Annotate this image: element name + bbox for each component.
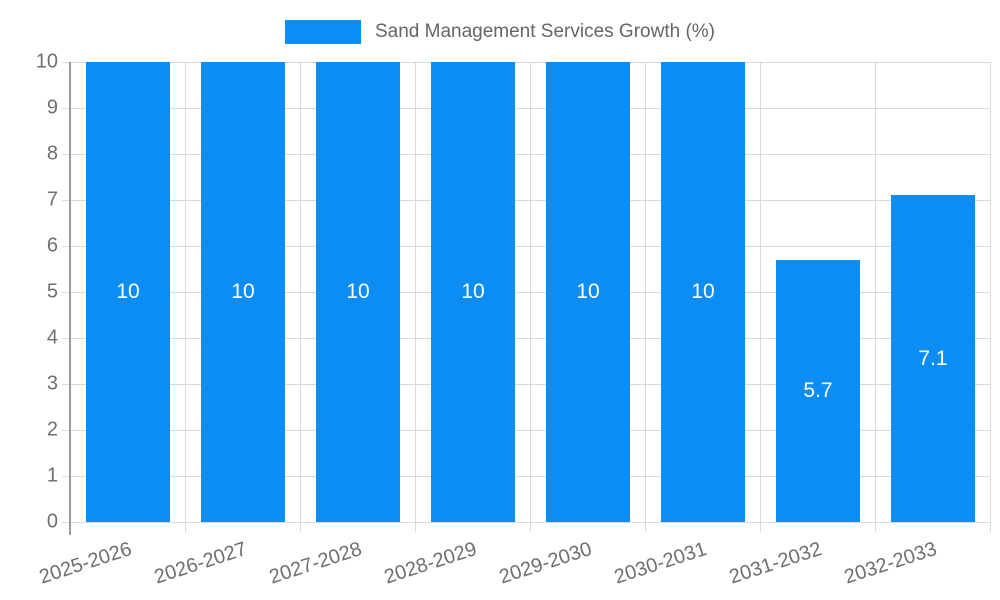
y-tick-label: 8 — [46, 142, 58, 165]
y-tick-label: 3 — [46, 372, 58, 395]
y-tick-label: 5 — [46, 280, 58, 303]
bar: 5.7 — [776, 260, 860, 522]
y-tick-label: 6 — [46, 234, 58, 257]
y-tick — [62, 522, 70, 523]
bar-value-label: 10 — [346, 280, 370, 303]
x-gridline — [530, 62, 531, 522]
x-tick-label: 2028-2029 — [381, 538, 480, 589]
y-tick — [62, 338, 70, 339]
x-tick-label: 2025-2026 — [36, 538, 135, 589]
x-gridline — [185, 62, 186, 522]
bar: 10 — [316, 62, 400, 522]
bar-value-label: 10 — [231, 280, 255, 303]
bar-value-label: 5.7 — [803, 379, 833, 402]
bar: 10 — [661, 62, 745, 522]
x-tick — [990, 522, 991, 532]
x-tick — [530, 522, 531, 532]
x-tick-label: 2029-2030 — [496, 538, 595, 589]
bar-value-label: 7.1 — [918, 346, 948, 370]
x-gridline — [300, 62, 301, 522]
y-tick-label: 2 — [46, 418, 58, 441]
bar-value-label: 10 — [116, 280, 140, 303]
x-gridline — [875, 62, 876, 522]
plot-area: 10 10 10 10 10 10 5.7 7.1 — [70, 62, 991, 523]
x-tick-label: 2031-2032 — [726, 538, 825, 589]
x-tick — [415, 522, 416, 532]
legend-swatch-icon — [284, 20, 361, 44]
chart-legend: Sand Management Services Growth (%) — [0, 20, 1000, 44]
x-gridline — [760, 62, 761, 522]
x-tick — [645, 522, 646, 532]
y-tick-label: 4 — [46, 326, 58, 349]
bar: 7.1 — [891, 195, 975, 522]
x-tick-label: 2027-2028 — [266, 538, 365, 589]
x-tick — [300, 522, 301, 532]
x-gridline — [990, 62, 991, 522]
bar: 10 — [86, 62, 170, 522]
y-tick — [62, 246, 70, 247]
bar: 10 — [201, 62, 285, 522]
x-tick-label: 2032-2033 — [841, 538, 940, 589]
x-tick-label: 2026-2027 — [151, 538, 250, 589]
bar: 10 — [431, 62, 515, 522]
y-tick-label: 0 — [46, 510, 58, 533]
x-gridline — [415, 62, 416, 522]
y-tick — [62, 476, 70, 477]
bar: 10 — [546, 62, 630, 522]
x-tick — [875, 522, 876, 532]
y-tick-label: 1 — [46, 464, 58, 487]
y-tick — [62, 62, 70, 63]
y-tick — [62, 154, 70, 155]
bar-value-label: 10 — [461, 280, 485, 303]
bar-value-label: 10 — [691, 280, 715, 303]
y-tick — [62, 384, 70, 385]
y-tick-label: 7 — [46, 188, 58, 211]
y-tick — [62, 430, 70, 431]
x-tick — [760, 522, 761, 532]
y-axis-line — [69, 62, 71, 535]
y-tick-label: 9 — [46, 96, 58, 119]
legend-label[interactable]: Sand Management Services Growth (%) — [374, 21, 716, 42]
x-tick — [185, 522, 186, 532]
bar-value-label: 10 — [576, 280, 600, 303]
y-tick — [62, 200, 70, 201]
y-tick — [62, 108, 70, 109]
y-tick — [62, 292, 70, 293]
y-tick-label: 10 — [35, 50, 58, 73]
x-tick-label: 2030-2031 — [611, 538, 710, 589]
x-gridline — [645, 62, 646, 522]
